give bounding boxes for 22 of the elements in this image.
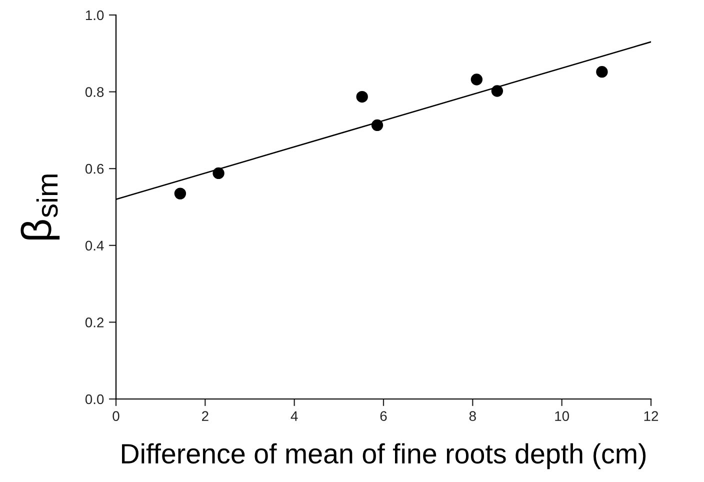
point	[491, 85, 504, 97]
y-axis-title: β$_{sim}$	[20, 174, 60, 240]
point	[174, 188, 186, 200]
y-tick-label: 0.6	[85, 164, 104, 174]
x-tick-label: 4	[290, 411, 298, 421]
y-tick-label: 0.4	[85, 240, 104, 251]
point	[212, 167, 224, 180]
y-tick-label: 1.0	[86, 10, 104, 20]
point	[470, 74, 483, 86]
y-tick-label: 0.0	[85, 394, 104, 404]
point	[596, 66, 608, 78]
x-tick-label: 12	[644, 411, 658, 421]
point	[356, 90, 368, 103]
x-axis-title: Difference of mean of fine roots depth (cm)	[122, 443, 646, 470]
x-tick-label: 10	[555, 411, 570, 422]
x-tick-label: 6	[380, 411, 387, 422]
y-tick-label: 0.8	[85, 87, 104, 97]
x-tick-label: 8	[469, 411, 476, 422]
y-tick-label: 0.2	[85, 318, 104, 328]
point	[371, 119, 384, 132]
x-tick-label: 2	[202, 411, 208, 421]
x-tick-label: 0	[112, 411, 120, 422]
